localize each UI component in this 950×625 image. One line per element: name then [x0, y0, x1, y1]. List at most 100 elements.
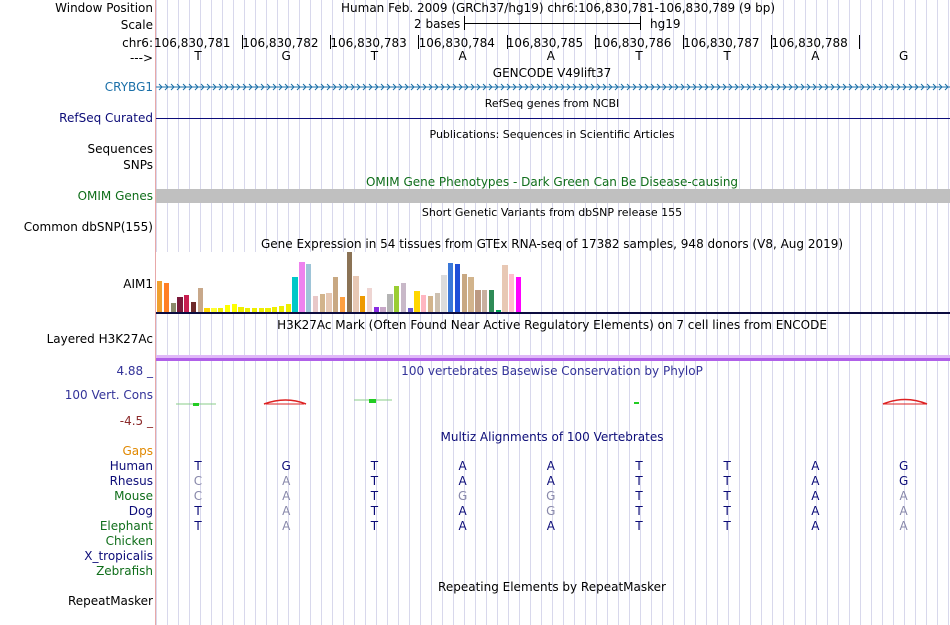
strand-chevron — [524, 83, 529, 91]
gtex-tissue-bar[interactable] — [278, 306, 285, 312]
gtex-tissue-bar[interactable] — [197, 288, 203, 312]
gtex-tissue-bar[interactable] — [265, 308, 271, 312]
phylop-plot[interactable] — [156, 392, 950, 410]
species-label[interactable]: Chicken — [105, 534, 153, 548]
sequence-base: T — [370, 49, 379, 63]
gtex-tissue-bar[interactable] — [258, 308, 264, 312]
gtex-tissue-bar[interactable] — [482, 290, 488, 312]
gtex-tissue-bar[interactable] — [360, 296, 366, 312]
strand-chevron — [368, 83, 373, 91]
gtex-tissue-bar[interactable] — [495, 310, 501, 312]
phylop-max-label: 4.88 _ — [116, 364, 153, 378]
strand-chevron — [854, 83, 859, 91]
species-label[interactable]: X_tropicalis — [84, 549, 153, 563]
gtex-tissue-bar[interactable] — [387, 294, 393, 312]
phylop-track-label[interactable]: 100 Vert. Cons — [64, 388, 153, 402]
gtex-tissue-bar[interactable] — [461, 274, 468, 312]
gtex-tissue-bar[interactable] — [353, 276, 359, 312]
species-label[interactable]: Zebrafish — [96, 564, 153, 578]
refseq-gene-line[interactable] — [156, 118, 950, 119]
gtex-tissue-bar[interactable] — [434, 293, 440, 312]
gtex-tissue-bar[interactable] — [305, 264, 312, 312]
gtex-tissue-bar[interactable] — [509, 274, 515, 312]
gtex-tissue-bar[interactable] — [299, 262, 305, 312]
gtex-tissue-bar[interactable] — [346, 252, 352, 312]
gtex-tissue-bar[interactable] — [468, 277, 474, 312]
gtex-tissue-bar[interactable] — [339, 297, 346, 312]
dbsnp-track-label[interactable]: Common dbSNP(155) — [23, 220, 153, 234]
aligned-base: G — [281, 459, 291, 473]
refseq-track-label[interactable]: RefSeq Curated — [59, 111, 153, 125]
h3k27ac-track-label[interactable]: Layered H3K27Ac — [46, 332, 153, 346]
gtex-tissue-bar[interactable] — [157, 281, 163, 312]
aligned-base: T — [635, 504, 643, 518]
strand-chevron — [242, 83, 247, 91]
publications-snps-label[interactable]: SNPs — [123, 158, 153, 172]
species-label[interactable]: Dog — [128, 504, 153, 518]
gtex-tissue-bar[interactable] — [333, 277, 339, 312]
gtex-tissue-bar[interactable] — [394, 286, 400, 312]
gtex-tissue-bar[interactable] — [170, 303, 176, 312]
gtex-tissue-bar[interactable] — [211, 308, 217, 312]
gtex-tissue-bar[interactable] — [448, 263, 454, 312]
gtex-tissue-bar[interactable] — [238, 307, 244, 312]
species-label[interactable]: Mouse — [114, 489, 153, 503]
gencode-gene-feature[interactable] — [156, 81, 950, 93]
gencode-gene-label[interactable]: CRYBG1 — [104, 80, 153, 94]
gtex-tissue-bar[interactable] — [184, 295, 190, 312]
gtex-tissue-bar[interactable] — [312, 296, 319, 312]
gtex-tissue-bar[interactable] — [475, 290, 481, 312]
gtex-tissue-bar[interactable] — [373, 307, 379, 312]
aligned-base: C — [193, 474, 203, 488]
gtex-tissue-bar[interactable] — [163, 283, 170, 312]
publications-sequences-label[interactable]: Sequences — [87, 142, 153, 156]
gtex-tissue-bar[interactable] — [204, 308, 210, 312]
gtex-tissue-bar[interactable] — [366, 288, 373, 312]
gtex-tissue-bar[interactable] — [380, 307, 386, 312]
repeatmasker-track-label[interactable]: RepeatMasker — [67, 594, 153, 608]
strand-chevron — [872, 83, 877, 91]
aligned-base: T — [635, 489, 643, 503]
strand-chevron — [794, 83, 799, 91]
gtex-tissue-bar[interactable] — [515, 277, 522, 312]
strand-chevron — [644, 83, 649, 91]
gtex-tissue-bar[interactable] — [421, 295, 427, 312]
gtex-tissue-bar[interactable] — [251, 308, 258, 312]
strand-chevron — [920, 83, 925, 91]
strand-chevron — [908, 83, 913, 91]
gtex-tissue-bar[interactable] — [427, 296, 434, 312]
species-label[interactable]: Human — [109, 459, 153, 473]
gtex-tissue-bar[interactable] — [224, 305, 231, 312]
gtex-tissue-bar[interactable] — [292, 277, 298, 312]
gtex-tissue-bar[interactable] — [488, 290, 495, 312]
strand-chevron — [440, 83, 445, 91]
gtex-tissue-bar[interactable] — [319, 294, 325, 312]
aligned-base: G — [898, 459, 909, 473]
ruler-tick — [330, 35, 332, 49]
h3k27ac-signal[interactable] — [156, 358, 950, 361]
gtex-tissue-bar[interactable] — [326, 293, 332, 312]
gtex-tissue-bar[interactable] — [502, 265, 508, 312]
gtex-tissue-bar[interactable] — [414, 291, 420, 312]
gtex-tissue-bar[interactable] — [285, 304, 291, 312]
gtex-tissue-bar[interactable] — [245, 308, 251, 312]
strand-chevron — [326, 83, 331, 91]
gtex-tissue-bar[interactable] — [217, 308, 224, 312]
gtex-tissue-bar[interactable] — [177, 297, 183, 312]
gtex-tissue-bar[interactable] — [441, 275, 447, 312]
gtex-tissue-bar[interactable] — [190, 302, 197, 312]
aligned-base: T — [723, 489, 731, 503]
gtex-gene-label[interactable]: AIM1 — [123, 277, 153, 291]
gtex-tissue-bar[interactable] — [454, 264, 461, 312]
omim-feature-bar[interactable] — [156, 189, 950, 203]
strand-chevron — [884, 83, 889, 91]
aligned-base: T — [635, 459, 643, 473]
species-label[interactable]: Elephant — [99, 519, 153, 533]
gtex-tissue-bar[interactable] — [231, 304, 237, 312]
gtex-tissue-bar[interactable] — [272, 307, 278, 312]
aligned-base: G — [457, 489, 468, 503]
gtex-tissue-bar[interactable] — [407, 308, 413, 312]
gtex-tissue-bar[interactable] — [400, 283, 407, 312]
omim-track-label[interactable]: OMIM Genes — [77, 189, 153, 203]
species-label[interactable]: Rhesus — [109, 474, 153, 488]
